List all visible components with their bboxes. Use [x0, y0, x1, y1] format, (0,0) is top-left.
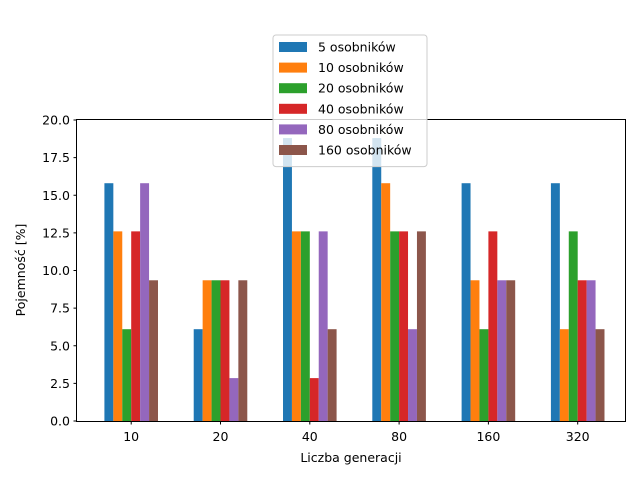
y-tick-label: 7.5 [50, 301, 70, 316]
legend-swatch [279, 62, 307, 73]
bar [229, 378, 239, 421]
y-tick-label: 10.0 [42, 263, 70, 278]
bar [506, 280, 516, 421]
bar [497, 280, 507, 421]
x-tick-label: 80 [391, 429, 407, 444]
x-tick-label: 160 [476, 429, 500, 444]
y-tick-label: 17.5 [42, 150, 70, 165]
bar [283, 138, 292, 421]
bar [470, 280, 480, 421]
legend-entry-label: 20 osobników [318, 81, 404, 96]
legend-swatch [279, 103, 307, 114]
bar [488, 231, 498, 421]
bar [113, 231, 123, 421]
bar [399, 231, 409, 421]
bar [149, 280, 158, 421]
bar [559, 329, 569, 421]
bar [202, 280, 212, 421]
legend-entry-label: 160 osobników [318, 143, 412, 158]
legend: 5 osobników 10 osobników 20 osobników 40 os… [272, 34, 428, 168]
x-axis-ticks: 10 20 40 80 160 320 [123, 421, 590, 444]
bar [318, 231, 328, 421]
bar [140, 183, 150, 421]
bar [416, 231, 426, 421]
y-axis-ticks: 0.0 2.5 5.0 7.5 10.0 12.5 15.0 17.5 20.0 [42, 113, 77, 429]
bar [381, 183, 391, 421]
bar [238, 280, 248, 421]
legend-frame [272, 34, 428, 168]
x-tick-label: 10 [123, 429, 139, 444]
y-tick-label: 5.0 [50, 338, 70, 353]
legend-entry-label: 10 osobników [318, 60, 404, 75]
legend-swatch [279, 124, 307, 135]
x-tick-label: 320 [566, 429, 590, 444]
legend-swatch [279, 83, 307, 94]
y-tick-label: 0.0 [50, 414, 70, 429]
bar [327, 329, 337, 421]
bar [568, 231, 578, 421]
bar [291, 231, 301, 421]
legend-swatch [279, 42, 307, 52]
y-tick-label: 12.5 [42, 225, 70, 240]
bar [122, 329, 132, 421]
bar [586, 280, 596, 421]
x-axis-label: Liczba generacji [300, 450, 401, 465]
bar [408, 329, 417, 421]
bar [300, 231, 310, 421]
bar [131, 231, 141, 421]
bar [550, 183, 560, 421]
y-axis-label: Pojemność [%] [13, 224, 28, 317]
bar [577, 280, 587, 421]
bar [461, 183, 471, 421]
x-tick-label: 20 [213, 429, 229, 444]
bar [193, 329, 203, 421]
y-tick-label: 2.5 [50, 376, 70, 391]
y-tick-label: 15.0 [42, 188, 70, 203]
legend-entry-label: 5 osobników [318, 40, 396, 55]
bar [372, 138, 382, 421]
bar [211, 280, 221, 421]
bar [390, 231, 400, 421]
bar [595, 329, 605, 421]
bars-group [104, 138, 605, 421]
y-tick-label: 20.0 [42, 113, 70, 128]
bar [309, 378, 319, 421]
legend-swatch [279, 145, 307, 155]
bar [220, 280, 230, 421]
legend-entry-label: 40 osobników [318, 101, 404, 116]
legend-entry-label: 80 osobników [318, 122, 404, 137]
x-tick-label: 40 [302, 429, 318, 444]
bar [479, 329, 489, 421]
bar [104, 183, 114, 421]
